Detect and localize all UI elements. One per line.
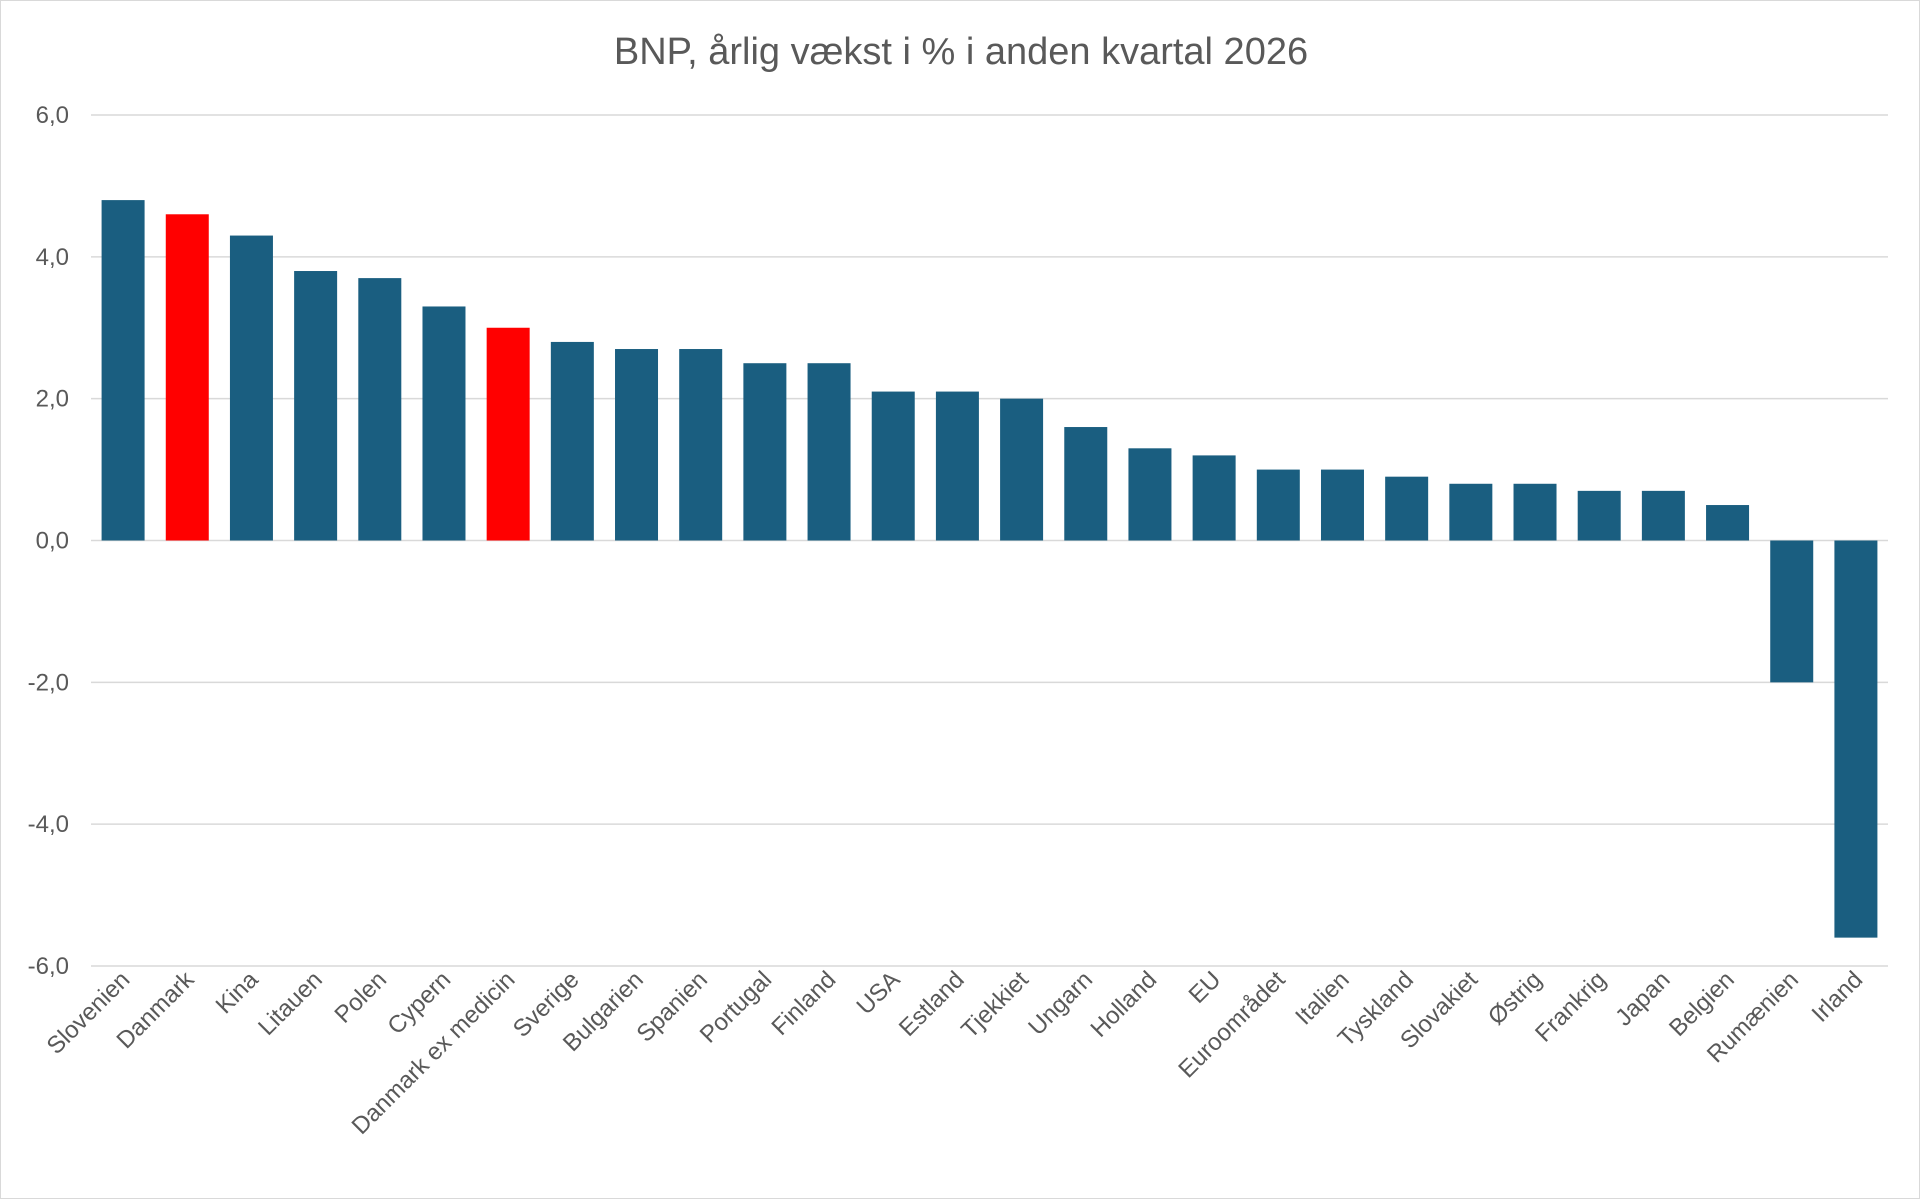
y-tick-label: -4,0 [28,811,69,838]
bars [101,200,1878,938]
bar [229,235,273,541]
x-tick-label: Portugal [695,966,777,1048]
bar [1706,505,1750,541]
y-tick-label: 4,0 [36,244,69,271]
y-tick-label: -6,0 [28,953,69,980]
bar [165,214,209,541]
bar [1000,398,1044,541]
bar [1577,490,1621,541]
bar [1449,483,1493,541]
bar [358,278,402,541]
x-tick-label: Estland [894,966,970,1042]
bar [1320,469,1364,541]
x-tick-label: USA [851,966,905,1020]
bar [294,271,338,541]
bar [550,341,594,541]
chart-title: BNP, årlig vækst i % i anden kvartal 202… [614,31,1308,73]
bar [101,200,145,541]
x-tick-label: Finland [767,966,842,1041]
x-tick-label: Kina [211,966,265,1020]
bar [422,306,466,541]
bar [615,349,659,541]
x-tick-label: Ungarn [1023,966,1098,1041]
bar [679,349,723,541]
x-tick-label: Irland [1807,966,1869,1028]
bar [807,363,851,541]
x-tick-label: Frankrig [1530,966,1611,1047]
y-tick-label: 2,0 [36,386,69,413]
bar [1192,455,1236,541]
bar [1128,448,1172,541]
x-tick-label: Litauen [253,966,328,1041]
bar [743,363,787,541]
bar [1064,427,1108,541]
bar [486,327,530,541]
y-tick-label: 6,0 [36,102,69,129]
bar [1641,490,1685,541]
bar [1385,476,1429,541]
bar [1513,483,1557,541]
bar [1256,469,1300,541]
bar [935,391,979,541]
x-tick-label: EU [1184,966,1227,1009]
y-tick-label: 0,0 [36,528,69,555]
x-tick-label: Holland [1086,966,1163,1043]
y-axis-tick-labels: 6,0 4,0 2,0 0,0 -2,0 -4,0 -6,0 [28,102,69,980]
bar [871,391,915,541]
y-tick-label: -2,0 [28,669,69,696]
bar [1770,540,1814,683]
bar [1834,540,1878,938]
x-tick-label: Tjekkiet [956,966,1034,1044]
